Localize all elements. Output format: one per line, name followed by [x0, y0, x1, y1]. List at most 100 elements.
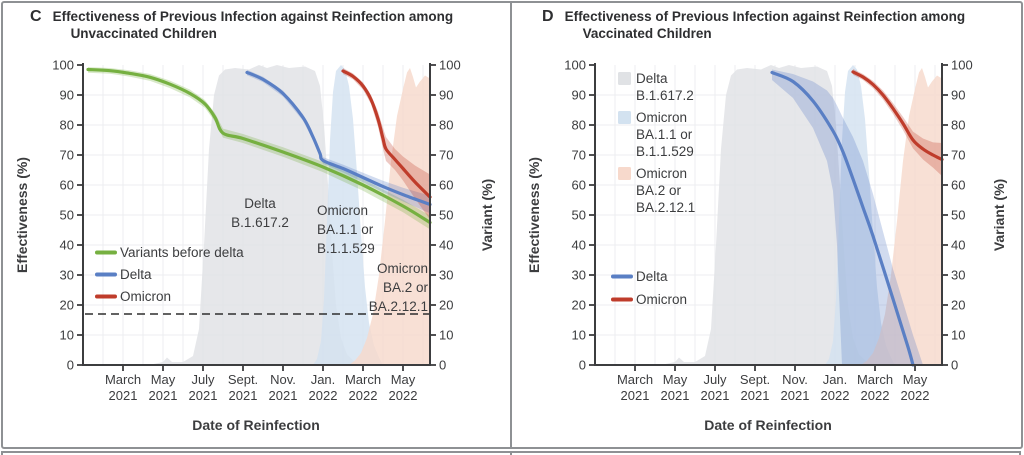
x-tick-label-year: 2022: [861, 388, 890, 403]
annotation-line: Omicron: [317, 203, 368, 218]
panel-c-variant-axis-label: Variant (%): [479, 179, 495, 251]
x-tick-label-month: March: [857, 372, 893, 387]
x-tick-label-year: 2021: [701, 388, 730, 403]
y-tick-label: 80: [60, 118, 74, 133]
x-tick-label-month: Sept.: [228, 372, 258, 387]
annotation-omicron-ba-1-1-or-b-1-1-529: Omicron BA.1.1 or B.1.1.529: [317, 203, 375, 256]
annotation-delta-b-1-617-2: Delta B.1.617.2: [231, 196, 289, 230]
variant-tick-label: 10: [439, 328, 453, 343]
x-tick-label-year: 2021: [229, 388, 258, 403]
x-tick-label-year: 2021: [189, 388, 218, 403]
y-tick-label: 0: [579, 358, 586, 373]
panel-c-effectiveness-axis-label: Effectiveness (%): [14, 157, 30, 273]
panel-d-x-axis-label: Date of Reinfection: [704, 417, 832, 433]
confidence-band-variants-before-delta: [88, 67, 430, 230]
panel-c-plot: 0 0 10 10 20 20 30 30 40 40 50 50 60 60 70 70 80 80 90 90 10…: [52, 58, 460, 404]
annotation-line: Delta: [244, 196, 276, 211]
legend-patch-label: BA.1.1 or: [636, 127, 693, 142]
y-tick-label: 40: [60, 238, 74, 253]
variant-tick-label: 30: [951, 268, 965, 283]
legend-patch-swatch: [618, 111, 631, 124]
annotation-omicron-ba-2-or-ba-2-12-1: Omicron BA.2 or BA.2.12.1: [369, 261, 429, 314]
variant-tick-label: 90: [951, 88, 965, 103]
panel-c-x-axis-label: Date of Reinfection: [192, 417, 320, 433]
panel-d-letter: D: [542, 8, 554, 25]
x-tick-label-year: 2021: [661, 388, 690, 403]
variant-tick-label: 80: [951, 118, 965, 133]
panel-d-title: Effectiveness of Previous Infection agai…: [565, 8, 966, 42]
y-tick-label: 10: [572, 328, 586, 343]
annotation-line: BA.1.1 or: [317, 222, 374, 237]
y-tick-label: 20: [60, 298, 74, 313]
legend-patch-label: BA.2 or: [636, 183, 682, 198]
legend-patch-swatch: [618, 72, 631, 85]
x-tick-label-month: Sept.: [740, 372, 770, 387]
variant-tick-label: 90: [439, 88, 453, 103]
x-tick-label-year: 2022: [901, 388, 930, 403]
x-tick-label-year: 2021: [149, 388, 178, 403]
x-tick-label-year: 2022: [821, 388, 850, 403]
y-tick-label: 40: [572, 238, 586, 253]
x-tick-label-month: May: [391, 372, 416, 387]
y-tick-label: 70: [572, 148, 586, 163]
y-tick-label: 50: [60, 208, 74, 223]
legend-patch-label: Omicron: [636, 110, 687, 125]
variant-tick-label: 20: [951, 298, 965, 313]
legend-series-lines: Delta Omicron: [611, 269, 687, 307]
effectiveness-line-omicron: [851, 70, 944, 162]
panel-d-plot: 0 0 10 10 20 20 30 30 40 40 50 50 60 60 70 70 80 80 90 90 10…: [564, 58, 972, 404]
legend-line-label: Variants before delta: [120, 245, 244, 260]
y-tick-label: 90: [572, 88, 586, 103]
panel-c-letter: C: [30, 8, 42, 25]
prevalence-area-omicron-ba-2-or-ba-2-12-1: [349, 68, 430, 365]
variant-tick-label: 10: [951, 328, 965, 343]
variant-tick-label: 80: [439, 118, 453, 133]
x-tick-label-year: 2021: [269, 388, 298, 403]
legend-line-label: Omicron: [120, 289, 171, 304]
axes: 0 0 10 10 20 20 30 30 40 40 50 50 60 60 70 70 80 80 90 90 10…: [564, 58, 972, 404]
y-tick-label: 10: [60, 328, 74, 343]
prevalence-area-omicron-ba-1-1-or-b-1-1-529: [825, 65, 895, 365]
y-tick-label: 30: [60, 268, 74, 283]
variant-tick-label: 40: [951, 238, 965, 253]
panel-d-variant-axis-label: Variant (%): [991, 179, 1007, 251]
variant-tick-label: 60: [439, 178, 453, 193]
confidence-band-delta: [772, 69, 923, 365]
variant-tick-label: 60: [951, 178, 965, 193]
legend-line-label: Delta: [120, 267, 152, 282]
y-tick-label: 50: [572, 208, 586, 223]
prevalence-area-delta-b-1-617-2: [149, 65, 361, 365]
x-tick-label-year: 2021: [109, 388, 138, 403]
annotation-line: BA.2 or: [383, 280, 429, 295]
panel-d-title-line2: Vaccinated Children: [582, 26, 712, 41]
panel-c-header: C Effectiveness of Previous Infection ag…: [30, 8, 453, 42]
legend-variant-patches: Delta B.1.617.2 Omicron BA.1.1 or B.1.1.529 O…: [618, 71, 695, 215]
panel-divider: [510, 2, 512, 448]
x-tick-label-month: Jan.: [823, 372, 848, 387]
legend-line-label: Delta: [636, 269, 668, 284]
y-tick-label: 70: [60, 148, 74, 163]
annotation-line: Omicron: [377, 261, 428, 276]
y-tick-label: 100: [564, 58, 586, 73]
legend-line-label: Omicron: [636, 292, 687, 307]
panel-c-title: Effectiveness of Previous Infection agai…: [53, 8, 454, 42]
variant-tick-label: 0: [951, 358, 958, 373]
variant-tick-label: 30: [439, 268, 453, 283]
panel-d-chart: 0 0 10 10 20 20 30 30 40 40 50 50 60 60 70 70 80 80 90 90 10…: [526, 58, 1007, 434]
x-tick-label-month: May: [903, 372, 928, 387]
variant-tick-label: 0: [439, 358, 446, 373]
panel-d-header: D Effectiveness of Previous Infection ag…: [542, 8, 965, 42]
effectiveness-line-delta: [770, 70, 915, 367]
x-tick-label-month: March: [617, 372, 653, 387]
y-tick-label: 90: [60, 88, 74, 103]
x-tick-label-month: March: [345, 372, 381, 387]
variant-tick-label: 70: [951, 148, 965, 163]
x-tick-label-month: Nov.: [270, 372, 296, 387]
legend-patch-label: Delta: [636, 71, 668, 86]
y-tick-label: 60: [572, 178, 586, 193]
next-figure-border-stub: [1019, 452, 1021, 455]
axes: 0 0 10 10 20 20 30 30 40 40 50 50 60 60 70 70 80 80 90 90 10…: [52, 58, 460, 404]
panel-c-title-line2: Unvaccinated Children: [70, 26, 217, 41]
legend-patch-swatch: [618, 167, 631, 180]
